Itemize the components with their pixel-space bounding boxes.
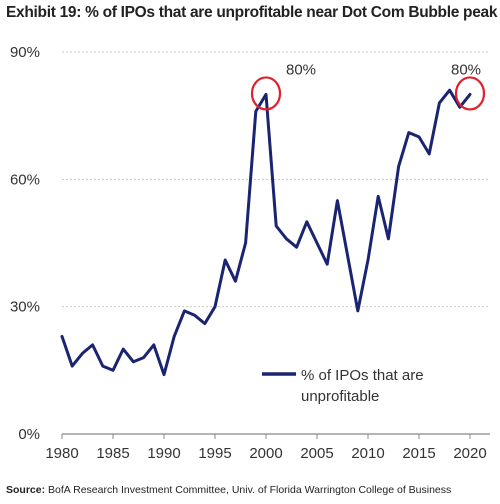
- highlight-circle: [250, 76, 282, 111]
- highlight-circle: [454, 76, 486, 111]
- x-tick-label: 2015: [402, 445, 435, 462]
- chart-title: Exhibit 19: % of IPOs that are unprofita…: [6, 4, 498, 21]
- x-axis-ticks: 1980 1985 1990 1995 2000 2005 2010 2015 2020: [45, 434, 487, 462]
- x-tick-label: 2005: [300, 445, 333, 462]
- source-label: Source:: [6, 484, 46, 496]
- x-tick-label: 2010: [351, 445, 384, 462]
- y-tick-label: 30%: [10, 299, 40, 316]
- x-tick-label: 1980: [45, 445, 78, 462]
- series-line: [60, 88, 472, 377]
- x-tick-label: 2000: [249, 445, 282, 462]
- gridlines: [62, 51, 490, 435]
- annotation-label: 80%: [451, 61, 481, 78]
- legend-label-line1: % of IPOs that are: [301, 367, 424, 384]
- x-tick-label: 1995: [198, 445, 231, 462]
- source-note: Source: BofA Research Investment Committ…: [6, 484, 451, 496]
- series-group: [60, 88, 472, 377]
- annotations: 80% 80%: [250, 61, 486, 111]
- y-axis-ticks: 0% 30% 60% 90%: [10, 44, 40, 443]
- x-tick-label: 1990: [147, 445, 180, 462]
- x-tick-label: 2020: [453, 445, 486, 462]
- legend-label-line2: unprofitable: [301, 388, 379, 405]
- y-tick-label: 90%: [10, 44, 40, 61]
- x-tick-label: 1985: [96, 445, 129, 462]
- annotation-label: 80%: [286, 61, 316, 78]
- y-tick-label: 0%: [18, 426, 40, 443]
- y-tick-label: 60%: [10, 171, 40, 188]
- legend: % of IPOs that are unprofitable: [262, 367, 424, 405]
- source-text: BofA Research Investment Committee, Univ…: [45, 484, 452, 496]
